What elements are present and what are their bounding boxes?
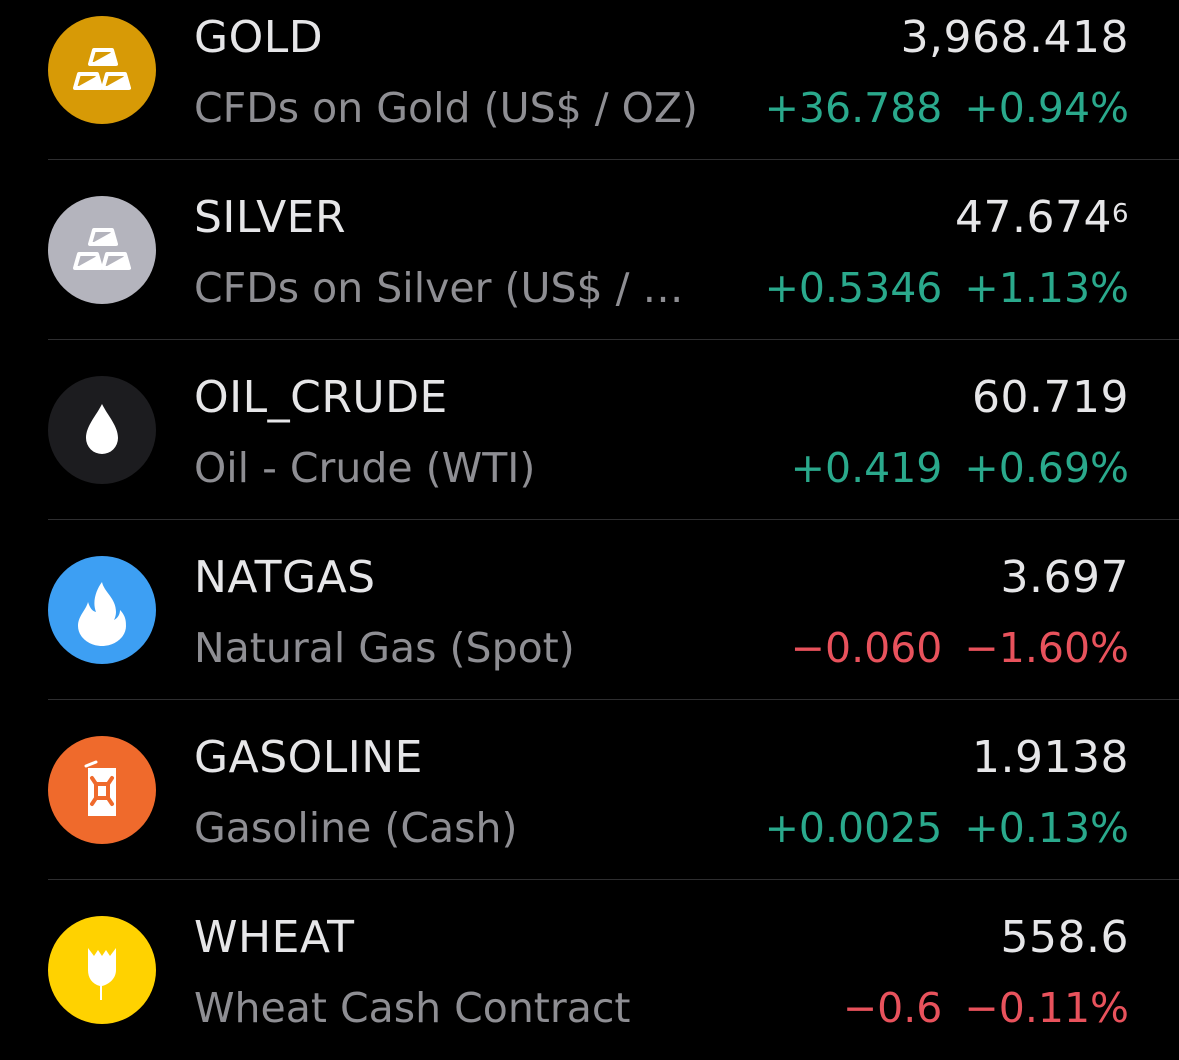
divider: [48, 339, 1179, 340]
price: 1.9138: [972, 730, 1129, 786]
change-abs: −0.6: [842, 984, 943, 1032]
change: +0.0025 +0.13%: [765, 800, 1129, 856]
change-abs: +0.5346: [764, 264, 943, 312]
change-pct: +0.13%: [964, 804, 1129, 852]
price: 3,968.418: [901, 10, 1129, 66]
price: 558.6: [1001, 910, 1129, 966]
change-abs: +36.788: [764, 84, 943, 132]
symbol: GOLD: [194, 12, 324, 63]
jerrycan-icon: [48, 736, 156, 844]
price-value: 3,968.418: [900, 12, 1129, 63]
price-value: 558.6: [1000, 912, 1129, 963]
change-pct: +0.94%: [964, 84, 1129, 132]
change: +36.788 +0.94%: [765, 80, 1129, 136]
divider: [48, 159, 1179, 160]
flame-icon: [48, 556, 156, 664]
change-abs: +0.419: [790, 444, 943, 492]
price-value: 1.9138: [972, 732, 1129, 783]
change-pct: +0.69%: [964, 444, 1129, 492]
change: +0.5346 +1.13%: [765, 260, 1129, 316]
change-abs: −0.060: [790, 624, 943, 672]
change-pct: −1.60%: [964, 624, 1129, 672]
price: 47.6746: [955, 190, 1129, 246]
price-value: 3.697: [1000, 552, 1129, 603]
list-item-oil-crude[interactable]: OIL_CRUDE Oil - Crude (WTI) 60.719 +0.41…: [0, 340, 1179, 520]
gold-bars-icon: [48, 16, 156, 124]
list-item-natgas[interactable]: NATGAS Natural Gas (Spot) 3.697 −0.060 −1…: [0, 520, 1179, 700]
price-last-digit: 6: [1111, 199, 1129, 229]
change: −0.060 −1.60%: [791, 620, 1129, 676]
symbol: NATGAS: [194, 552, 376, 603]
divider: [48, 879, 1179, 880]
change-abs: +0.0025: [764, 804, 943, 852]
description: Wheat Cash Contract: [194, 984, 631, 1032]
list-item-gold[interactable]: GOLD CFDs on Gold (US$ / OZ) 3,968.418 +…: [0, 0, 1179, 160]
symbol: OIL_CRUDE: [194, 372, 448, 423]
change: +0.419 +0.69%: [791, 440, 1129, 496]
list-item-gasoline[interactable]: GASOLINE Gasoline (Cash) 1.9138 +0.0025 +…: [0, 700, 1179, 880]
price-value: 47.674: [954, 192, 1112, 243]
divider: [48, 519, 1179, 520]
description: Natural Gas (Spot): [194, 624, 575, 672]
change: −0.6 −0.11%: [843, 980, 1129, 1036]
symbol: WHEAT: [194, 912, 355, 963]
oil-drop-icon: [48, 376, 156, 484]
silver-bars-icon: [48, 196, 156, 304]
change-pct: +1.13%: [964, 264, 1129, 312]
price: 60.719: [972, 370, 1129, 426]
change-pct: −0.11%: [964, 984, 1129, 1032]
symbol: SILVER: [194, 192, 347, 243]
divider: [48, 699, 1179, 700]
price: 3.697: [1001, 550, 1129, 606]
description: CFDs on Silver (US$ / O…: [194, 264, 714, 312]
description: CFDs on Gold (US$ / OZ): [194, 84, 698, 132]
symbol: GASOLINE: [194, 732, 423, 783]
list-item-silver[interactable]: SILVER CFDs on Silver (US$ / O… 47.6746 …: [0, 160, 1179, 340]
description: Oil - Crude (WTI): [194, 444, 536, 492]
list-item-wheat[interactable]: WHEAT Wheat Cash Contract 558.6 −0.6 −0.1…: [0, 880, 1179, 1060]
price-value: 60.719: [972, 372, 1129, 423]
description: Gasoline (Cash): [194, 804, 518, 852]
wheat-icon: [48, 916, 156, 1024]
